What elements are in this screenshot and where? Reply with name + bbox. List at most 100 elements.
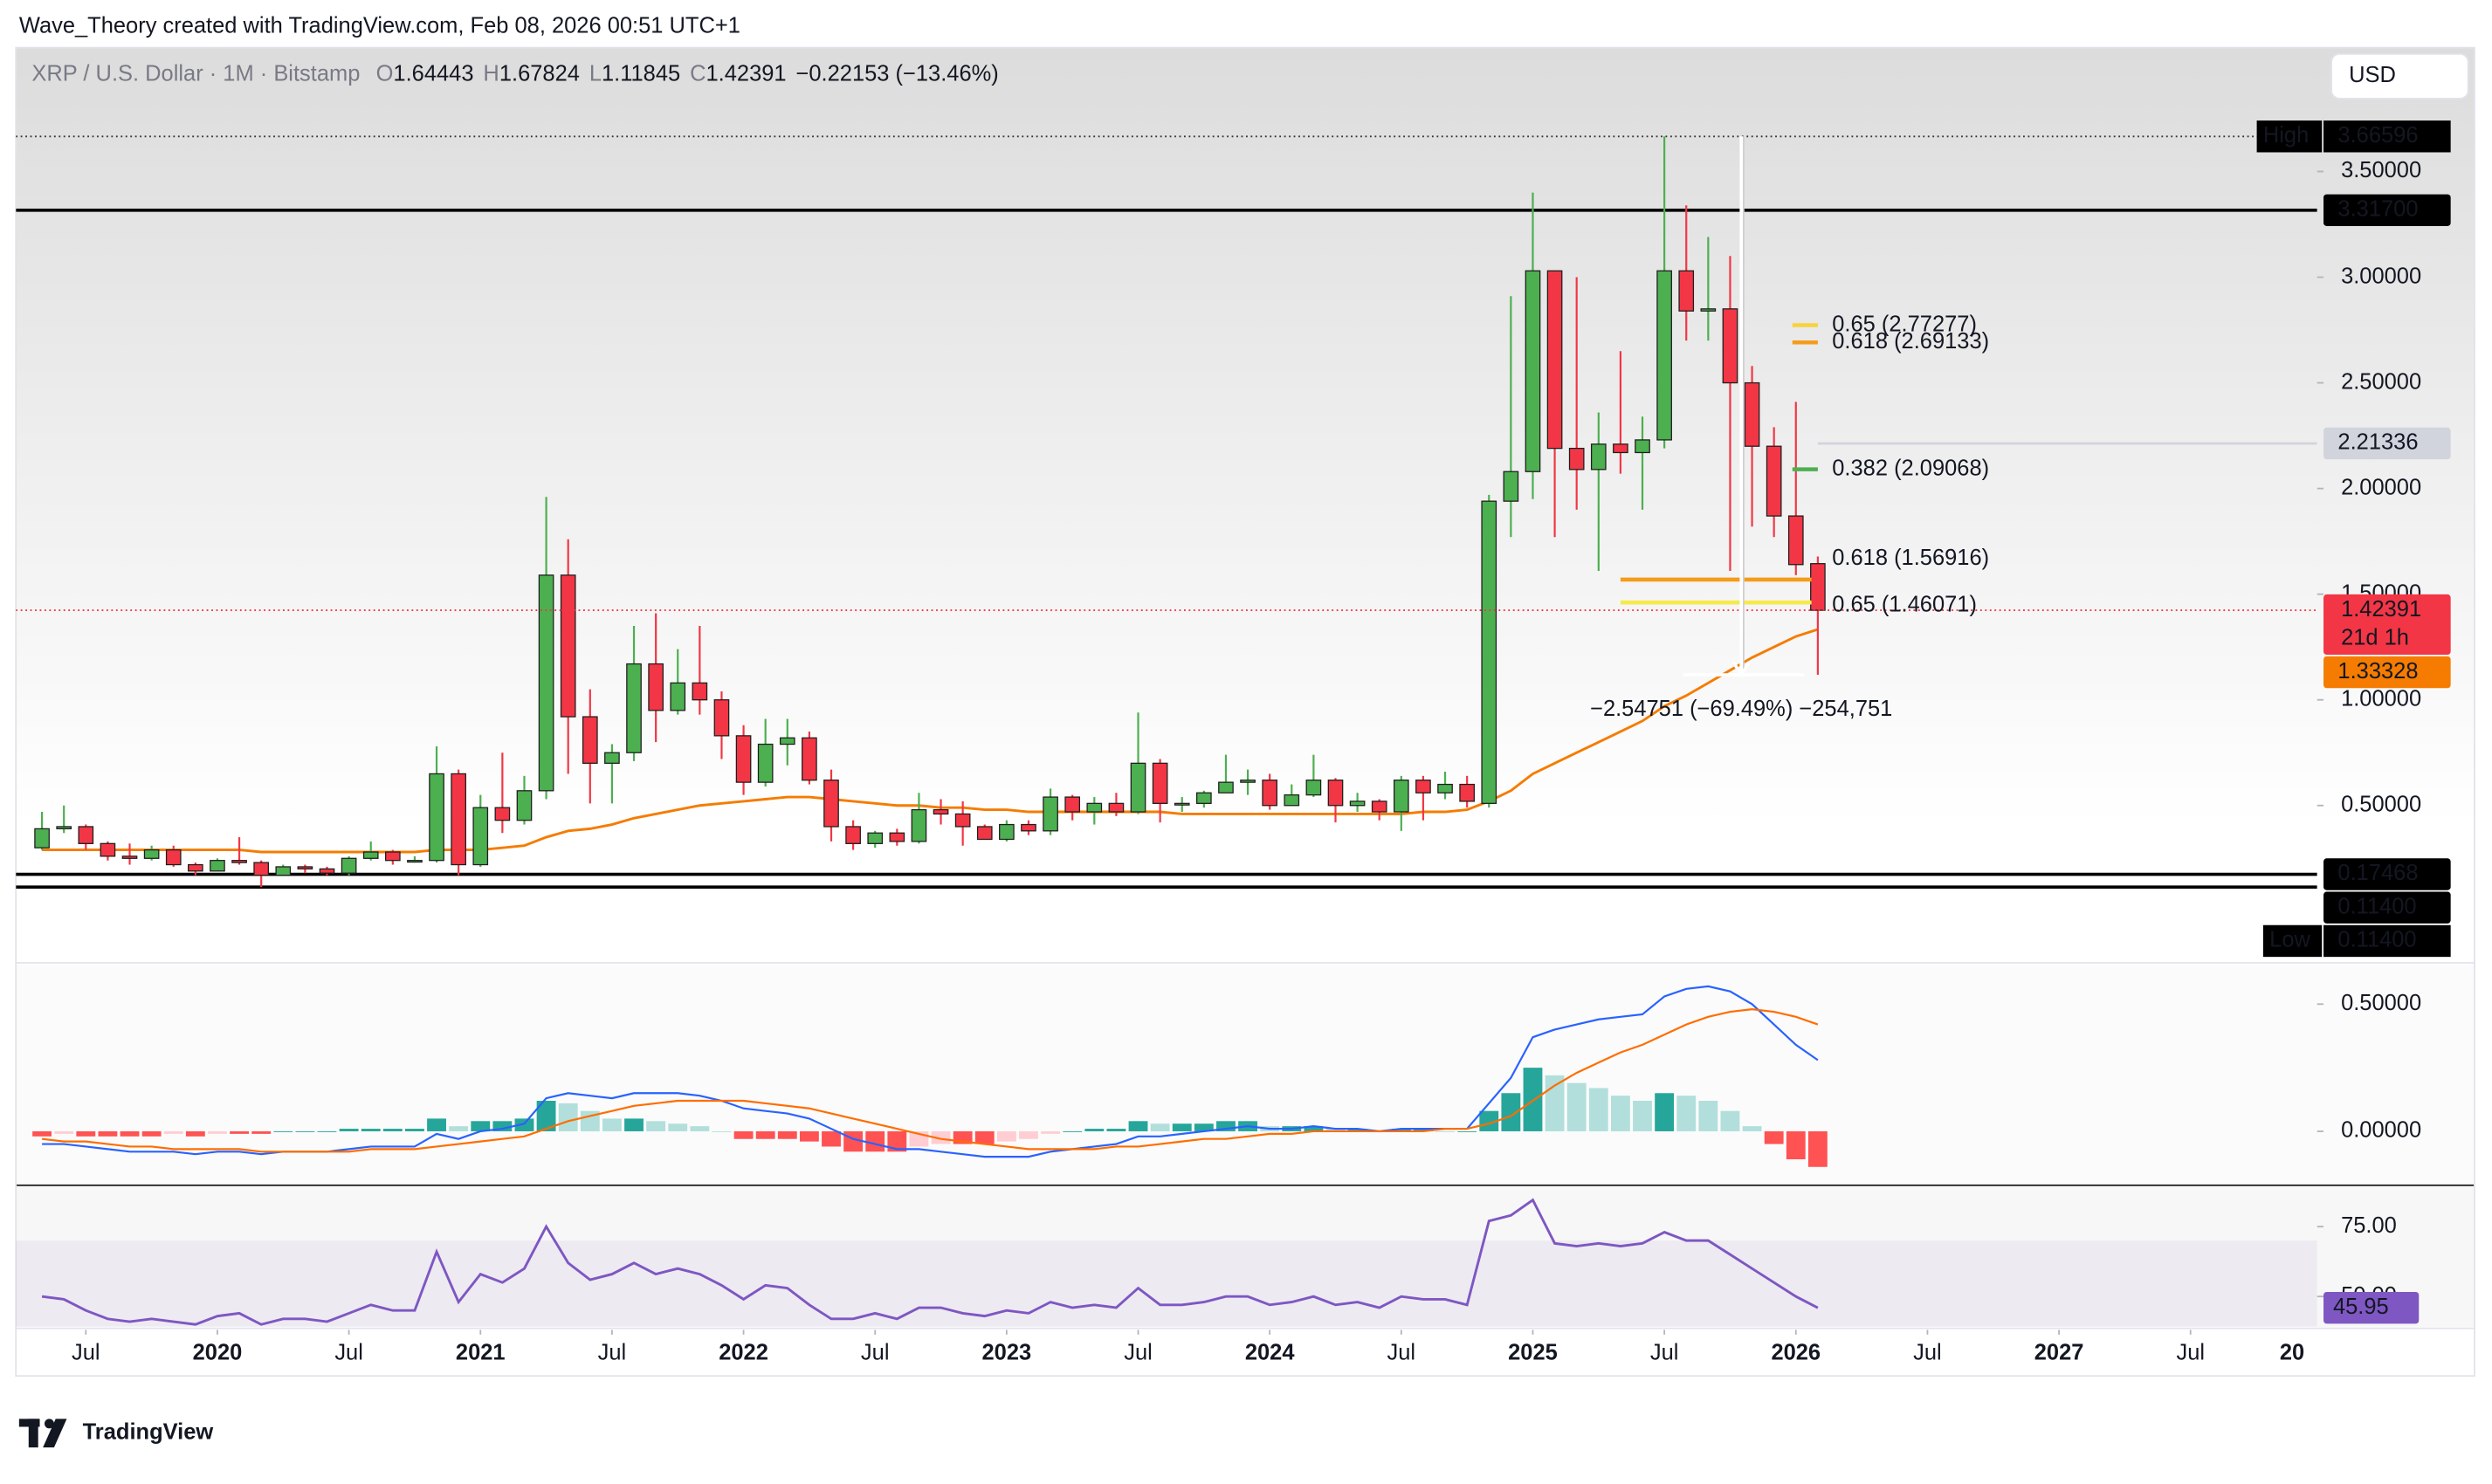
- credit: Wave_Theory created with TradingView.com…: [19, 14, 740, 38]
- macd-histogram: [405, 1129, 424, 1131]
- macd-histogram: [32, 1130, 52, 1137]
- candle-body: [538, 574, 554, 792]
- rsi-line: [41, 1198, 1819, 1326]
- currency-button[interactable]: [2330, 52, 2469, 100]
- candle-body: [407, 860, 423, 863]
- candle-body: [1459, 783, 1475, 802]
- y-tick-label: 0.00000: [2341, 1118, 2421, 1143]
- macd-histogram: [712, 1130, 732, 1132]
- ma-label: 1.33328: [2337, 659, 2418, 684]
- logo-dot: [44, 1419, 54, 1429]
- candle-body: [385, 851, 401, 862]
- candle-body: [1371, 800, 1387, 813]
- macd-histogram: [1501, 1093, 1521, 1131]
- macd-histogram: [76, 1130, 96, 1137]
- y-tick-label: 0.50000: [2341, 792, 2421, 816]
- macd-histogram: [1588, 1088, 1608, 1131]
- macd-histogram: [755, 1130, 775, 1139]
- x-tick-label: Jul: [2176, 1340, 2205, 1364]
- measure-arrow: [1731, 661, 1751, 678]
- x-tick-label: Jul: [1387, 1340, 1416, 1364]
- moving-average: [42, 628, 1819, 854]
- macd-histogram: [141, 1130, 162, 1137]
- macd-histogram: [54, 1130, 74, 1134]
- macd-histogram: [1172, 1123, 1192, 1131]
- candle-body: [779, 737, 795, 745]
- macd-histogram: [1807, 1130, 1828, 1167]
- macd-histogram: [251, 1130, 272, 1134]
- legend-value: 1.42391: [706, 61, 787, 86]
- macd-histogram: [1676, 1096, 1697, 1131]
- macd-histogram: [1742, 1126, 1762, 1131]
- candle-body: [472, 807, 489, 866]
- candle-body: [1064, 796, 1081, 813]
- macd-histogram: [1347, 1129, 1367, 1131]
- measure-label: −2.54751 (−69.49%) −254,751: [1590, 697, 1892, 721]
- candle-body: [231, 860, 247, 863]
- candle-body: [735, 735, 752, 783]
- macd-histogram: [1698, 1101, 1718, 1131]
- y-tick-label: 1.00000: [2341, 686, 2421, 711]
- y-tick-label: 2.00000: [2341, 475, 2421, 499]
- x-tick-label: Jul: [1650, 1340, 1679, 1364]
- legend-key: H: [483, 61, 499, 86]
- price-label: 1.42391: [2341, 597, 2421, 622]
- macd-histogram: [865, 1130, 885, 1152]
- macd-histogram: [843, 1130, 864, 1152]
- candle-body: [1240, 780, 1256, 783]
- low-box: [2323, 924, 2451, 958]
- candle-body: [1021, 823, 1036, 832]
- candle-body: [845, 826, 861, 844]
- candle-body: [253, 862, 270, 876]
- macd-histogram: [1391, 1129, 1411, 1131]
- candle-body: [1656, 270, 1672, 441]
- candle-body: [1196, 792, 1212, 804]
- macd-histogram: [185, 1130, 205, 1137]
- macd-histogram: [1786, 1130, 1806, 1160]
- candle-body: [1722, 308, 1738, 384]
- macd-histogram: [514, 1118, 534, 1131]
- brand-logo: [18, 1419, 67, 1448]
- high-label: 3.66596: [2337, 123, 2418, 148]
- x-tick-label: Jul: [72, 1340, 100, 1364]
- macd-histogram: [471, 1121, 491, 1131]
- candle-body: [976, 826, 993, 841]
- fib-label: 0.65 (2.77277): [1832, 312, 1977, 336]
- macd-histogram: [602, 1118, 622, 1131]
- candle-body: [1086, 802, 1103, 813]
- macd-histogram: [295, 1130, 315, 1132]
- macd-histogram: [317, 1130, 337, 1132]
- candle-body: [560, 574, 576, 718]
- legend-key: C: [690, 61, 706, 86]
- macd-histogram: [799, 1130, 819, 1142]
- candle-body: [582, 716, 598, 764]
- fib-label: 0.618 (1.56916): [1832, 546, 1989, 570]
- macd-layer: [32, 985, 1828, 1167]
- macd-histogram: [624, 1118, 644, 1131]
- candle-body: [429, 773, 444, 862]
- candle-body: [1590, 443, 1607, 471]
- candle-body: [999, 823, 1015, 841]
- macd-histogram: [690, 1126, 710, 1131]
- legend: XRP / U.S. Dollar · 1M · Bitstamp O1.6444…: [31, 61, 998, 86]
- legend-value: 1.67824: [499, 61, 580, 86]
- macd-histogram: [492, 1121, 513, 1131]
- level-label: 3.31700: [2337, 197, 2418, 222]
- x-tick-label: 2022: [719, 1340, 768, 1364]
- macd-histogram: [931, 1130, 951, 1144]
- candle-body: [1787, 515, 1804, 566]
- x-tick-label: 2020: [193, 1340, 243, 1364]
- candle-body: [1568, 447, 1585, 471]
- x-tick-label: 2025: [1508, 1340, 1558, 1364]
- macd-histogram: [733, 1130, 754, 1139]
- candle-body: [1130, 762, 1146, 813]
- macd-histogram: [777, 1130, 797, 1139]
- macd-histogram: [1041, 1130, 1061, 1134]
- currency-label[interactable]: USD: [2349, 63, 2396, 87]
- candle-body: [1305, 780, 1322, 796]
- candle-body: [56, 826, 72, 830]
- y-tick-label: 75.00: [2341, 1213, 2397, 1238]
- x-tick-label: 2024: [1245, 1340, 1295, 1364]
- candle-body: [121, 855, 138, 859]
